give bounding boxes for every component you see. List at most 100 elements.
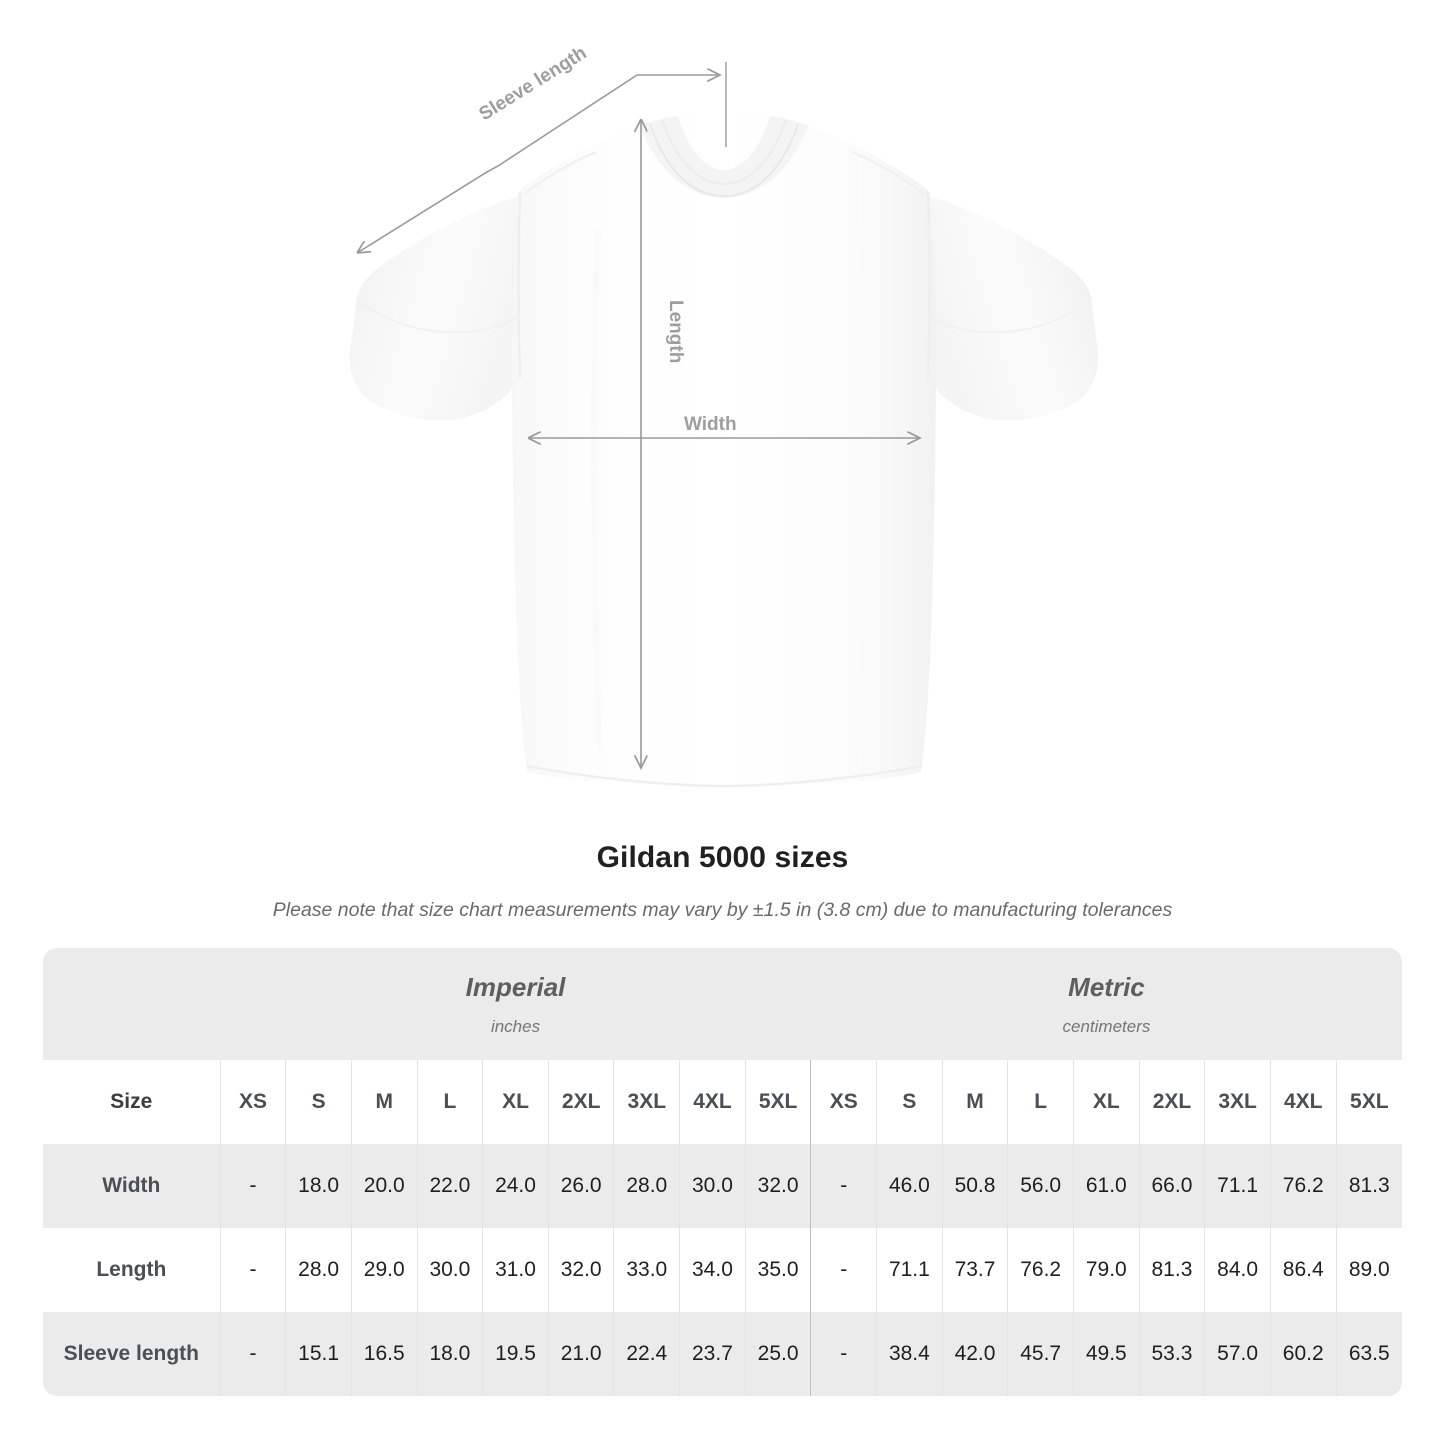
unit-group-name: Metric: [1068, 972, 1145, 1002]
cell-metric: 81.3: [1138, 1228, 1205, 1312]
cell-metric: 84.0: [1204, 1228, 1271, 1312]
cell-metric: 61.0: [1072, 1144, 1140, 1228]
cell-metric: 71.1: [876, 1228, 943, 1312]
size-header-imperial-xs: XS: [219, 1060, 286, 1144]
cell-metric: 60.2: [1269, 1312, 1337, 1396]
table-row: Sleeve length -15.1 16.5 18.0 19.5 21.0 22.4 23…: [43, 1312, 1402, 1396]
cell-imperial: 22.4: [613, 1312, 680, 1396]
cell-metric: 89.0: [1335, 1228, 1402, 1312]
cell-imperial: 32.0: [744, 1144, 811, 1228]
size-header-metric-s: S: [876, 1060, 943, 1144]
tshirt-measurement-diagram: Sleeve length Length Width: [349, 43, 1099, 788]
cell-metric: -: [810, 1228, 877, 1312]
cell-imperial: 30.0: [416, 1228, 483, 1312]
page-title: Gildan 5000 sizes: [596, 841, 849, 874]
cell-metric: 71.1: [1204, 1144, 1271, 1228]
cell-metric: 38.4: [876, 1312, 943, 1396]
tolerance-note: Please note that size chart measurements…: [272, 899, 1173, 921]
cell-metric: 50.8: [941, 1144, 1008, 1228]
cell-metric: 49.5: [1072, 1312, 1140, 1396]
size-header-imperial-2xl: 2XL: [547, 1060, 614, 1144]
measurement-guides: [357, 62, 920, 768]
cell-imperial: 23.7: [679, 1312, 746, 1396]
cell-metric: 45.7: [1007, 1312, 1074, 1396]
table-row: Length -28.0 29.0 30.0 31.0 32.0 33.0 34.0 35.0-…: [43, 1228, 1402, 1312]
size-header-imperial-m: M: [350, 1060, 418, 1144]
cell-imperial: 15.1: [285, 1312, 352, 1396]
cell-imperial: 28.0: [613, 1144, 680, 1228]
row-label-length: Length: [43, 1228, 221, 1312]
cell-metric: 86.4: [1269, 1228, 1337, 1312]
cell-metric: 76.2: [1269, 1144, 1337, 1228]
size-header-metric-l: L: [1007, 1060, 1074, 1144]
cell-metric: -: [810, 1144, 877, 1228]
cell-metric: 63.5: [1335, 1312, 1402, 1396]
cell-imperial: -: [219, 1312, 286, 1396]
size-chart-table: Imperial inches Metric centimeters Size XS S M L…: [43, 948, 1402, 1396]
cell-imperial: 19.5: [482, 1312, 549, 1396]
size-header-imperial-4xl: 4XL: [679, 1060, 746, 1144]
unit-group-header-row: Imperial inches Metric centimeters: [43, 948, 1402, 1060]
size-header-imperial-l: L: [416, 1060, 483, 1144]
chart-title-block: Gildan 5000 sizes Please note that size …: [0, 838, 1445, 923]
cell-metric: 76.2: [1007, 1228, 1074, 1312]
size-header-row: Size XS S M L XL 2XL 3XL 4XL 5XL XS S M L XL 2XL 3XL 4XL 5…: [43, 1060, 1402, 1144]
cell-imperial: 20.0: [350, 1144, 418, 1228]
size-header-metric-xl: XL: [1072, 1060, 1140, 1144]
cell-imperial: 32.0: [547, 1228, 614, 1312]
size-header-metric-m: M: [941, 1060, 1008, 1144]
row-label-width: Width: [43, 1144, 221, 1228]
cell-imperial: 21.0: [547, 1312, 614, 1396]
size-header-metric-5xl: 5XL: [1335, 1060, 1402, 1144]
sleeve-length-arrow: [357, 75, 720, 253]
width-label: Width: [684, 414, 737, 435]
unit-group-subtitle: centimeters: [1062, 1017, 1151, 1036]
size-header-metric-2xl: 2XL: [1138, 1060, 1205, 1144]
unit-group-metric: Metric centimeters: [810, 948, 1402, 1060]
size-header-imperial-s: S: [285, 1060, 352, 1144]
cell-imperial: 34.0: [679, 1228, 746, 1312]
cell-imperial: 35.0: [744, 1228, 811, 1312]
cell-imperial: 33.0: [613, 1228, 680, 1312]
cell-metric: 53.3: [1138, 1312, 1205, 1396]
unit-band-spacer: [43, 948, 221, 1060]
cell-metric: -: [810, 1312, 877, 1396]
cell-imperial: 24.0: [482, 1144, 549, 1228]
cell-metric: 73.7: [941, 1228, 1008, 1312]
tshirt-shape: [349, 115, 1099, 788]
size-column-label: Size: [43, 1060, 221, 1144]
unit-group-name: Imperial: [465, 972, 566, 1002]
cell-imperial: 18.0: [285, 1144, 352, 1228]
cell-imperial: 18.0: [416, 1312, 483, 1396]
cell-imperial: -: [219, 1144, 286, 1228]
cell-imperial: 31.0: [482, 1228, 549, 1312]
cell-metric: 79.0: [1072, 1228, 1140, 1312]
cell-metric: 42.0: [941, 1312, 1008, 1396]
size-header-metric-3xl: 3XL: [1204, 1060, 1271, 1144]
table-row: Width -18.0 20.0 22.0 24.0 26.0 28.0 30.0 32.0-4…: [43, 1144, 1402, 1228]
length-label: Length: [665, 300, 686, 363]
tshirt-illustration: Sleeve length Length Width: [349, 43, 1099, 788]
unit-group-imperial: Imperial inches: [220, 948, 811, 1060]
cell-imperial: 26.0: [547, 1144, 614, 1228]
cell-metric: 66.0: [1138, 1144, 1205, 1228]
cell-imperial: 16.5: [350, 1312, 418, 1396]
cell-metric: 57.0: [1204, 1312, 1271, 1396]
cell-imperial: 22.0: [416, 1144, 483, 1228]
cell-imperial: 30.0: [679, 1144, 746, 1228]
size-header-imperial-3xl: 3XL: [613, 1060, 680, 1144]
unit-group-subtitle: inches: [490, 1017, 541, 1036]
size-chart-table-container: Imperial inches Metric centimeters Size XS S M L…: [43, 948, 1402, 1396]
row-label-sleeve-length: Sleeve length: [43, 1312, 221, 1396]
cell-metric: 81.3: [1335, 1144, 1402, 1228]
cell-imperial: -: [219, 1228, 286, 1312]
cell-metric: 46.0: [876, 1144, 943, 1228]
size-header-imperial-xl: XL: [482, 1060, 549, 1144]
sleeve-length-label: Sleeve length: [476, 43, 591, 126]
size-header-imperial-5xl: 5XL: [744, 1060, 811, 1144]
cell-metric: 56.0: [1007, 1144, 1074, 1228]
cell-imperial: 25.0: [744, 1312, 811, 1396]
cell-imperial: 29.0: [350, 1228, 418, 1312]
size-header-metric-xs: XS: [810, 1060, 877, 1144]
cell-imperial: 28.0: [285, 1228, 352, 1312]
